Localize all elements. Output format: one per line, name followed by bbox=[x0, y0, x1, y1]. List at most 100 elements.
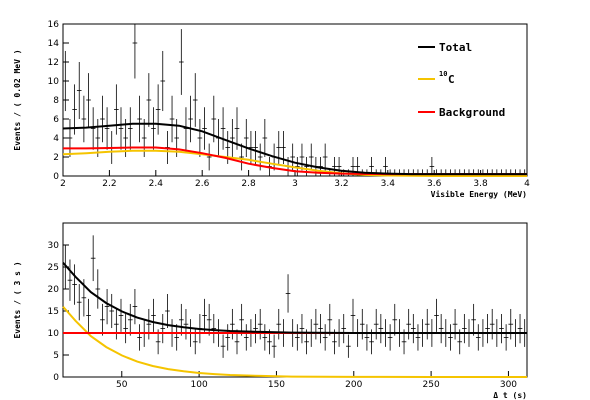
data-point bbox=[350, 298, 356, 332]
y-tick-label: 2 bbox=[53, 153, 59, 163]
data-point bbox=[424, 308, 430, 340]
data-point bbox=[104, 289, 110, 325]
data-point bbox=[239, 143, 244, 171]
data-point bbox=[230, 119, 235, 157]
data-point bbox=[243, 119, 249, 157]
data-point bbox=[517, 314, 523, 344]
data-point bbox=[151, 107, 156, 150]
y-axis-label: Events / ( 3 s ) bbox=[13, 261, 22, 338]
data-point bbox=[76, 284, 82, 321]
data-point bbox=[188, 95, 193, 143]
y-tick-label: 0 bbox=[53, 373, 59, 383]
data-point bbox=[299, 143, 305, 171]
data-point bbox=[406, 308, 411, 340]
carbon10-curve bbox=[62, 305, 527, 378]
x-tick-label: 150 bbox=[268, 380, 285, 390]
data-point bbox=[295, 157, 300, 176]
data-point bbox=[197, 119, 203, 157]
data-point bbox=[322, 324, 328, 351]
data-point bbox=[183, 308, 189, 340]
x-tick-label: 4 bbox=[524, 179, 530, 189]
data-point bbox=[485, 314, 490, 344]
data-point bbox=[285, 274, 291, 313]
data-point bbox=[341, 314, 347, 344]
data-point bbox=[462, 314, 467, 344]
data-point bbox=[118, 107, 124, 150]
data-point bbox=[81, 95, 87, 143]
data-point bbox=[95, 119, 101, 157]
data-point bbox=[318, 314, 323, 344]
y-tick-label: 6 bbox=[53, 115, 59, 125]
data-point bbox=[179, 303, 184, 336]
data-point bbox=[434, 298, 439, 332]
data-point bbox=[86, 73, 91, 127]
data-point bbox=[257, 308, 263, 340]
carbon10-curve bbox=[62, 149, 527, 177]
data-point bbox=[90, 235, 96, 282]
data-point bbox=[202, 107, 207, 150]
data-point bbox=[253, 131, 258, 164]
data-point bbox=[452, 308, 458, 340]
x-tick-label: 3 bbox=[292, 179, 298, 189]
y-tick-label: 25 bbox=[48, 263, 59, 273]
data-point bbox=[169, 95, 175, 143]
data-point bbox=[346, 334, 351, 358]
data-point bbox=[174, 324, 179, 351]
data-point bbox=[211, 95, 217, 143]
data-point bbox=[220, 107, 226, 150]
x-tick-label: 3.6 bbox=[427, 179, 442, 189]
data-point bbox=[123, 314, 128, 344]
data-point bbox=[475, 324, 481, 351]
y-tick-label: 8 bbox=[53, 96, 59, 106]
data-point bbox=[114, 308, 119, 340]
data-point bbox=[155, 84, 161, 135]
data-point bbox=[160, 50, 166, 112]
y-tick-label: 12 bbox=[48, 58, 59, 68]
data-point bbox=[192, 73, 198, 127]
data-point bbox=[132, 289, 138, 325]
data-point bbox=[146, 308, 152, 340]
data-point bbox=[322, 143, 328, 171]
data-point bbox=[271, 334, 277, 358]
y-tick-label: 16 bbox=[48, 20, 60, 30]
data-point bbox=[206, 143, 212, 171]
data-point bbox=[100, 303, 105, 336]
data-point bbox=[276, 308, 282, 340]
data-point bbox=[72, 84, 77, 135]
data-point bbox=[67, 119, 73, 157]
x-tick-label: 2.4 bbox=[149, 179, 164, 189]
legend-label: C bbox=[448, 73, 455, 86]
y-tick-label: 14 bbox=[48, 39, 60, 49]
x-tick-label: 250 bbox=[423, 380, 440, 390]
data-point bbox=[387, 324, 393, 351]
data-point bbox=[86, 298, 91, 332]
data-point bbox=[132, 24, 138, 79]
data-point bbox=[499, 314, 504, 344]
data-point bbox=[448, 324, 453, 351]
data-point bbox=[109, 293, 115, 329]
data-point bbox=[415, 324, 421, 351]
data-point bbox=[299, 314, 305, 344]
legend-label: Total bbox=[439, 41, 472, 54]
data-point bbox=[72, 264, 77, 305]
x-tick-label: 3.4 bbox=[381, 179, 396, 189]
data-point bbox=[100, 95, 105, 143]
y-tick-label: 15 bbox=[48, 307, 59, 317]
data-point bbox=[295, 324, 300, 351]
data-point bbox=[503, 324, 509, 351]
data-point bbox=[67, 259, 73, 301]
data-point bbox=[359, 308, 365, 340]
data-point bbox=[489, 308, 495, 340]
data-point bbox=[243, 324, 249, 351]
data-point bbox=[313, 308, 319, 340]
x-axis-label: Δ t (s) bbox=[493, 391, 527, 400]
data-point bbox=[165, 293, 170, 329]
legend-label: Background bbox=[439, 106, 505, 119]
legend-superscript: 10 bbox=[439, 70, 447, 78]
data-point bbox=[225, 324, 231, 351]
data-point bbox=[95, 269, 101, 309]
data-point bbox=[76, 62, 82, 119]
data-point bbox=[262, 324, 268, 351]
data-point bbox=[438, 314, 444, 344]
